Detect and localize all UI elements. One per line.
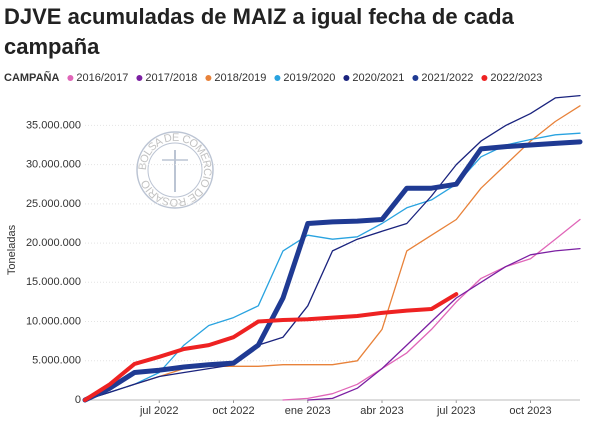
legend-marker xyxy=(67,75,74,81)
legend-marker xyxy=(343,75,350,81)
legend-marker xyxy=(274,75,281,81)
x-tick-label: jul 2023 xyxy=(436,405,476,417)
legend-marker xyxy=(205,75,212,81)
legend-label: 2022/2023 xyxy=(490,72,542,84)
legend-label: 2017/2018 xyxy=(145,72,197,84)
y-tick-label: 10.000.000 xyxy=(26,315,81,327)
y-axis-label: Toneladas xyxy=(6,224,18,275)
chart-title: DJVE acumuladas de MAIZ a igual fecha de… xyxy=(4,4,514,59)
legend-label: 2016/2017 xyxy=(76,72,128,84)
legend-label: 2021/2022 xyxy=(421,72,473,84)
logo: BOLSA DE COMERCIO DE ROSARIO xyxy=(136,131,214,209)
legend-marker xyxy=(412,75,419,81)
legend-marker xyxy=(136,75,143,81)
series-line xyxy=(84,94,581,401)
y-tick-label: 20.000.000 xyxy=(26,237,81,249)
legend-marker xyxy=(481,75,488,81)
logo-ring xyxy=(147,142,203,198)
y-tick-label: 25.000.000 xyxy=(26,198,81,210)
x-tick-label: oct 2022 xyxy=(212,405,254,417)
legend-label: 2018/2019 xyxy=(214,72,266,84)
legend-title: CAMPAÑA xyxy=(4,71,59,84)
x-tick-label: abr 2023 xyxy=(360,405,403,417)
series-line xyxy=(82,139,583,403)
x-tick-label: ene 2023 xyxy=(285,405,331,417)
logo-ring xyxy=(136,131,214,209)
series-line xyxy=(282,218,581,401)
series-line xyxy=(83,292,459,402)
series-line xyxy=(307,247,581,401)
y-tick-label: 35.000.000 xyxy=(26,119,81,131)
x-tick-label: oct 2023 xyxy=(509,405,551,417)
x-tick-label: jul 2022 xyxy=(139,405,179,417)
series-line xyxy=(84,105,581,401)
legend-label: 2020/2021 xyxy=(352,72,404,84)
y-tick-label: 15.000.000 xyxy=(26,276,81,288)
y-tick-label: 0 xyxy=(75,394,81,406)
y-tick-label: 5.000.000 xyxy=(32,355,81,367)
y-tick-label: 30.000.000 xyxy=(26,159,81,171)
legend-label: 2019/2020 xyxy=(283,72,335,84)
